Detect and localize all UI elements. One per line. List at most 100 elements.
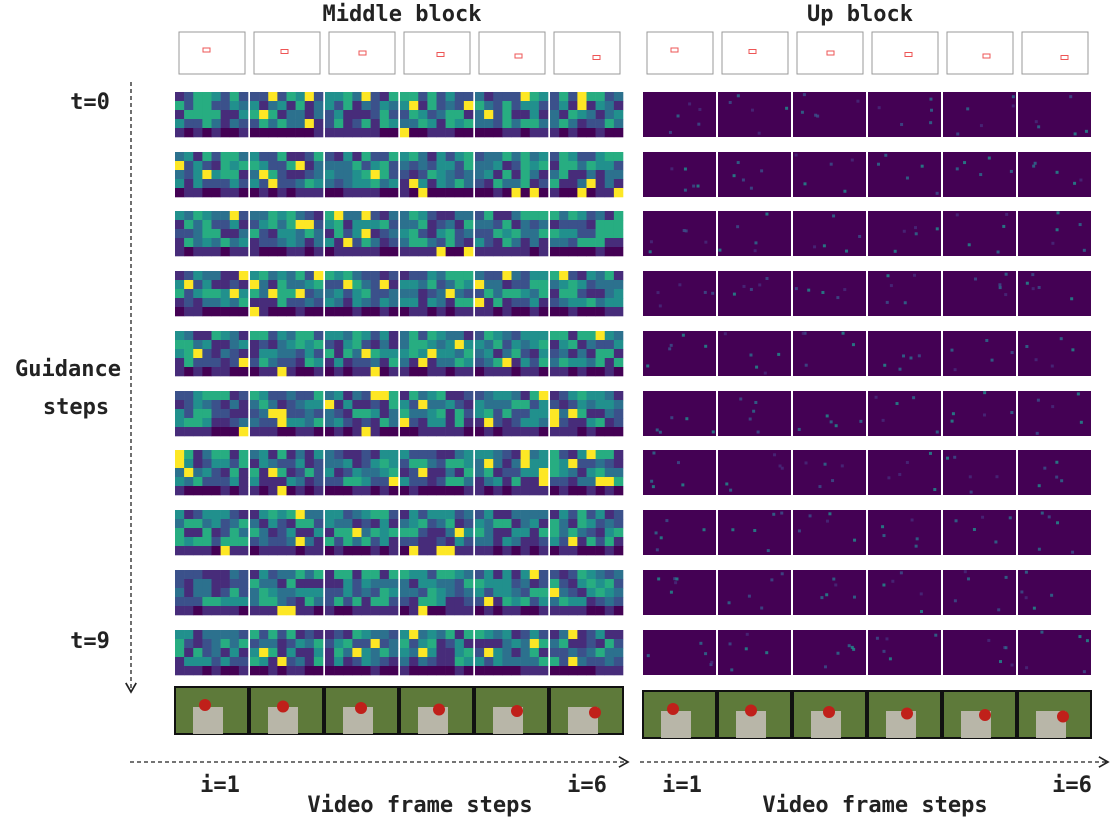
- heat-cell: [437, 92, 446, 101]
- heat-cell: [268, 606, 277, 615]
- heat-spot: [954, 368, 957, 371]
- heat-cell: [455, 211, 464, 220]
- heat-cell: [202, 119, 211, 128]
- heat-cell: [493, 220, 502, 229]
- heat-cell: [446, 459, 455, 468]
- heat-cell: [184, 170, 193, 179]
- heat-cell: [193, 450, 202, 459]
- heat-cell: [539, 486, 548, 495]
- heat-cell: [530, 409, 539, 418]
- x-label: Video frame steps: [762, 793, 987, 818]
- heat-cell: [493, 358, 502, 367]
- heat-cell: [343, 400, 352, 409]
- heat-cell: [605, 152, 614, 161]
- heat-cell: [296, 630, 305, 639]
- heat-cell: [409, 349, 418, 358]
- heat-spot: [894, 250, 897, 253]
- heat-cell: [230, 639, 239, 648]
- heat-cell: [530, 92, 539, 101]
- heat-spot: [1004, 293, 1007, 296]
- heat-cell: [512, 271, 521, 280]
- heat-spot: [956, 167, 959, 170]
- heat-spot: [1035, 120, 1038, 123]
- heat-cell: [221, 486, 230, 495]
- heat-cell: [221, 110, 230, 119]
- heat-cell: [202, 519, 211, 528]
- heat-cell: [418, 298, 427, 307]
- heat-cell: [596, 238, 605, 247]
- heat-cell: [464, 570, 473, 579]
- heat-cell: [437, 537, 446, 546]
- heat-spot: [1060, 479, 1063, 482]
- heat-cell: [193, 391, 202, 400]
- heat-cell: [614, 537, 623, 546]
- heat-cell: [380, 510, 389, 519]
- heat-cell: [193, 238, 202, 247]
- heat-bg: [793, 630, 866, 675]
- heat-cell: [287, 606, 296, 615]
- heat-cell: [380, 579, 389, 588]
- heat-cell: [314, 666, 323, 675]
- heat-cell: [418, 349, 427, 358]
- heat-cell: [287, 128, 296, 137]
- heat-cell: [418, 450, 427, 459]
- heat-cell: [559, 211, 568, 220]
- heat-cell: [305, 450, 314, 459]
- heat-cell: [221, 400, 230, 409]
- heat-spot: [886, 274, 889, 277]
- heat-cell: [475, 519, 484, 528]
- heat-cell: [409, 537, 418, 546]
- heat-cell: [427, 152, 436, 161]
- heat-cell: [464, 220, 473, 229]
- heat-spot: [820, 596, 823, 599]
- heat-cell: [352, 307, 361, 316]
- heat-cell: [305, 247, 314, 256]
- heat-cell: [559, 179, 568, 188]
- heat-cell: [193, 648, 202, 657]
- heat-cell: [418, 367, 427, 376]
- heat-cell: [343, 367, 352, 376]
- heat-cell: [343, 459, 352, 468]
- heat-cell: [614, 110, 623, 119]
- heat-cell: [605, 331, 614, 340]
- heat-spot: [906, 461, 909, 464]
- heat-spot: [1048, 515, 1051, 518]
- heat-cell: [287, 486, 296, 495]
- heat-cell: [409, 170, 418, 179]
- heat-cell: [184, 271, 193, 280]
- heat-cell: [475, 340, 484, 349]
- heat-spot: [657, 291, 660, 294]
- heat-cell: [512, 606, 521, 615]
- heat-cell: [437, 188, 446, 197]
- heat-cell: [343, 528, 352, 537]
- heat-spot: [999, 286, 1002, 289]
- heat-cell: [380, 597, 389, 606]
- heat-cell: [296, 170, 305, 179]
- heat-cell: [184, 588, 193, 597]
- heat-bg: [1018, 211, 1091, 256]
- heat-cell: [605, 486, 614, 495]
- heat-cell: [493, 170, 502, 179]
- heat-cell: [371, 537, 380, 546]
- heat-cell: [550, 459, 559, 468]
- heat-spot: [1050, 594, 1053, 597]
- heat-cell: [380, 459, 389, 468]
- heat-cell: [268, 450, 277, 459]
- heat-cell: [212, 477, 221, 486]
- heat-cell: [455, 298, 464, 307]
- heat-cell: [380, 606, 389, 615]
- heat-cell: [314, 298, 323, 307]
- heat-cell: [539, 639, 548, 648]
- heat-cell: [400, 298, 409, 307]
- heat-cell: [577, 486, 586, 495]
- heat-cell: [512, 331, 521, 340]
- heat-cell: [418, 510, 427, 519]
- heat-cell: [521, 298, 530, 307]
- heat-cell: [437, 606, 446, 615]
- heat-cell: [334, 229, 343, 238]
- heat-cell: [605, 648, 614, 657]
- heat-cell: [334, 427, 343, 436]
- heat-cell: [427, 391, 436, 400]
- heat-cell: [596, 340, 605, 349]
- heat-cell: [389, 152, 398, 161]
